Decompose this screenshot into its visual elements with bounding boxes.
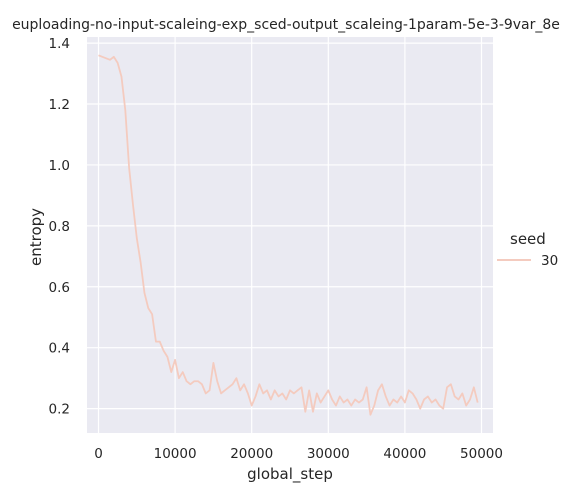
x-tick-label: 20000 [230,446,273,462]
grid [87,37,493,433]
y-axis-ticks: 0.2 0.4 0.6 0.8 1.0 1.2 1.4 [49,36,70,418]
legend-title: seed [510,230,546,248]
y-tick-label: 1.2 [49,97,70,113]
legend: seed 30 [497,230,558,269]
plot-background [87,37,493,433]
series-line-30 [98,54,479,416]
x-tick-label: 10000 [154,446,197,462]
y-axis-label: entropy [27,208,45,266]
legend-entry: 30 [541,253,558,269]
y-tick-label: 0.6 [49,280,70,296]
x-axis-label: global_step [247,465,333,484]
x-tick-label: 40000 [383,446,426,462]
y-tick-label: 1.4 [49,36,70,52]
x-tick-label: 30000 [307,446,350,462]
y-tick-label: 0.2 [49,402,70,418]
chart-title: euploading-no-input-scaleing-exp_sced-ou… [12,17,560,33]
y-tick-label: 1.0 [49,158,70,174]
x-tick-label: 0 [94,446,103,462]
x-axis-ticks: 0 10000 20000 30000 40000 50000 [94,446,503,462]
x-tick-label: 50000 [460,446,503,462]
series-lines [98,54,479,416]
y-tick-label: 0.8 [49,219,70,235]
y-tick-label: 0.4 [49,341,70,357]
